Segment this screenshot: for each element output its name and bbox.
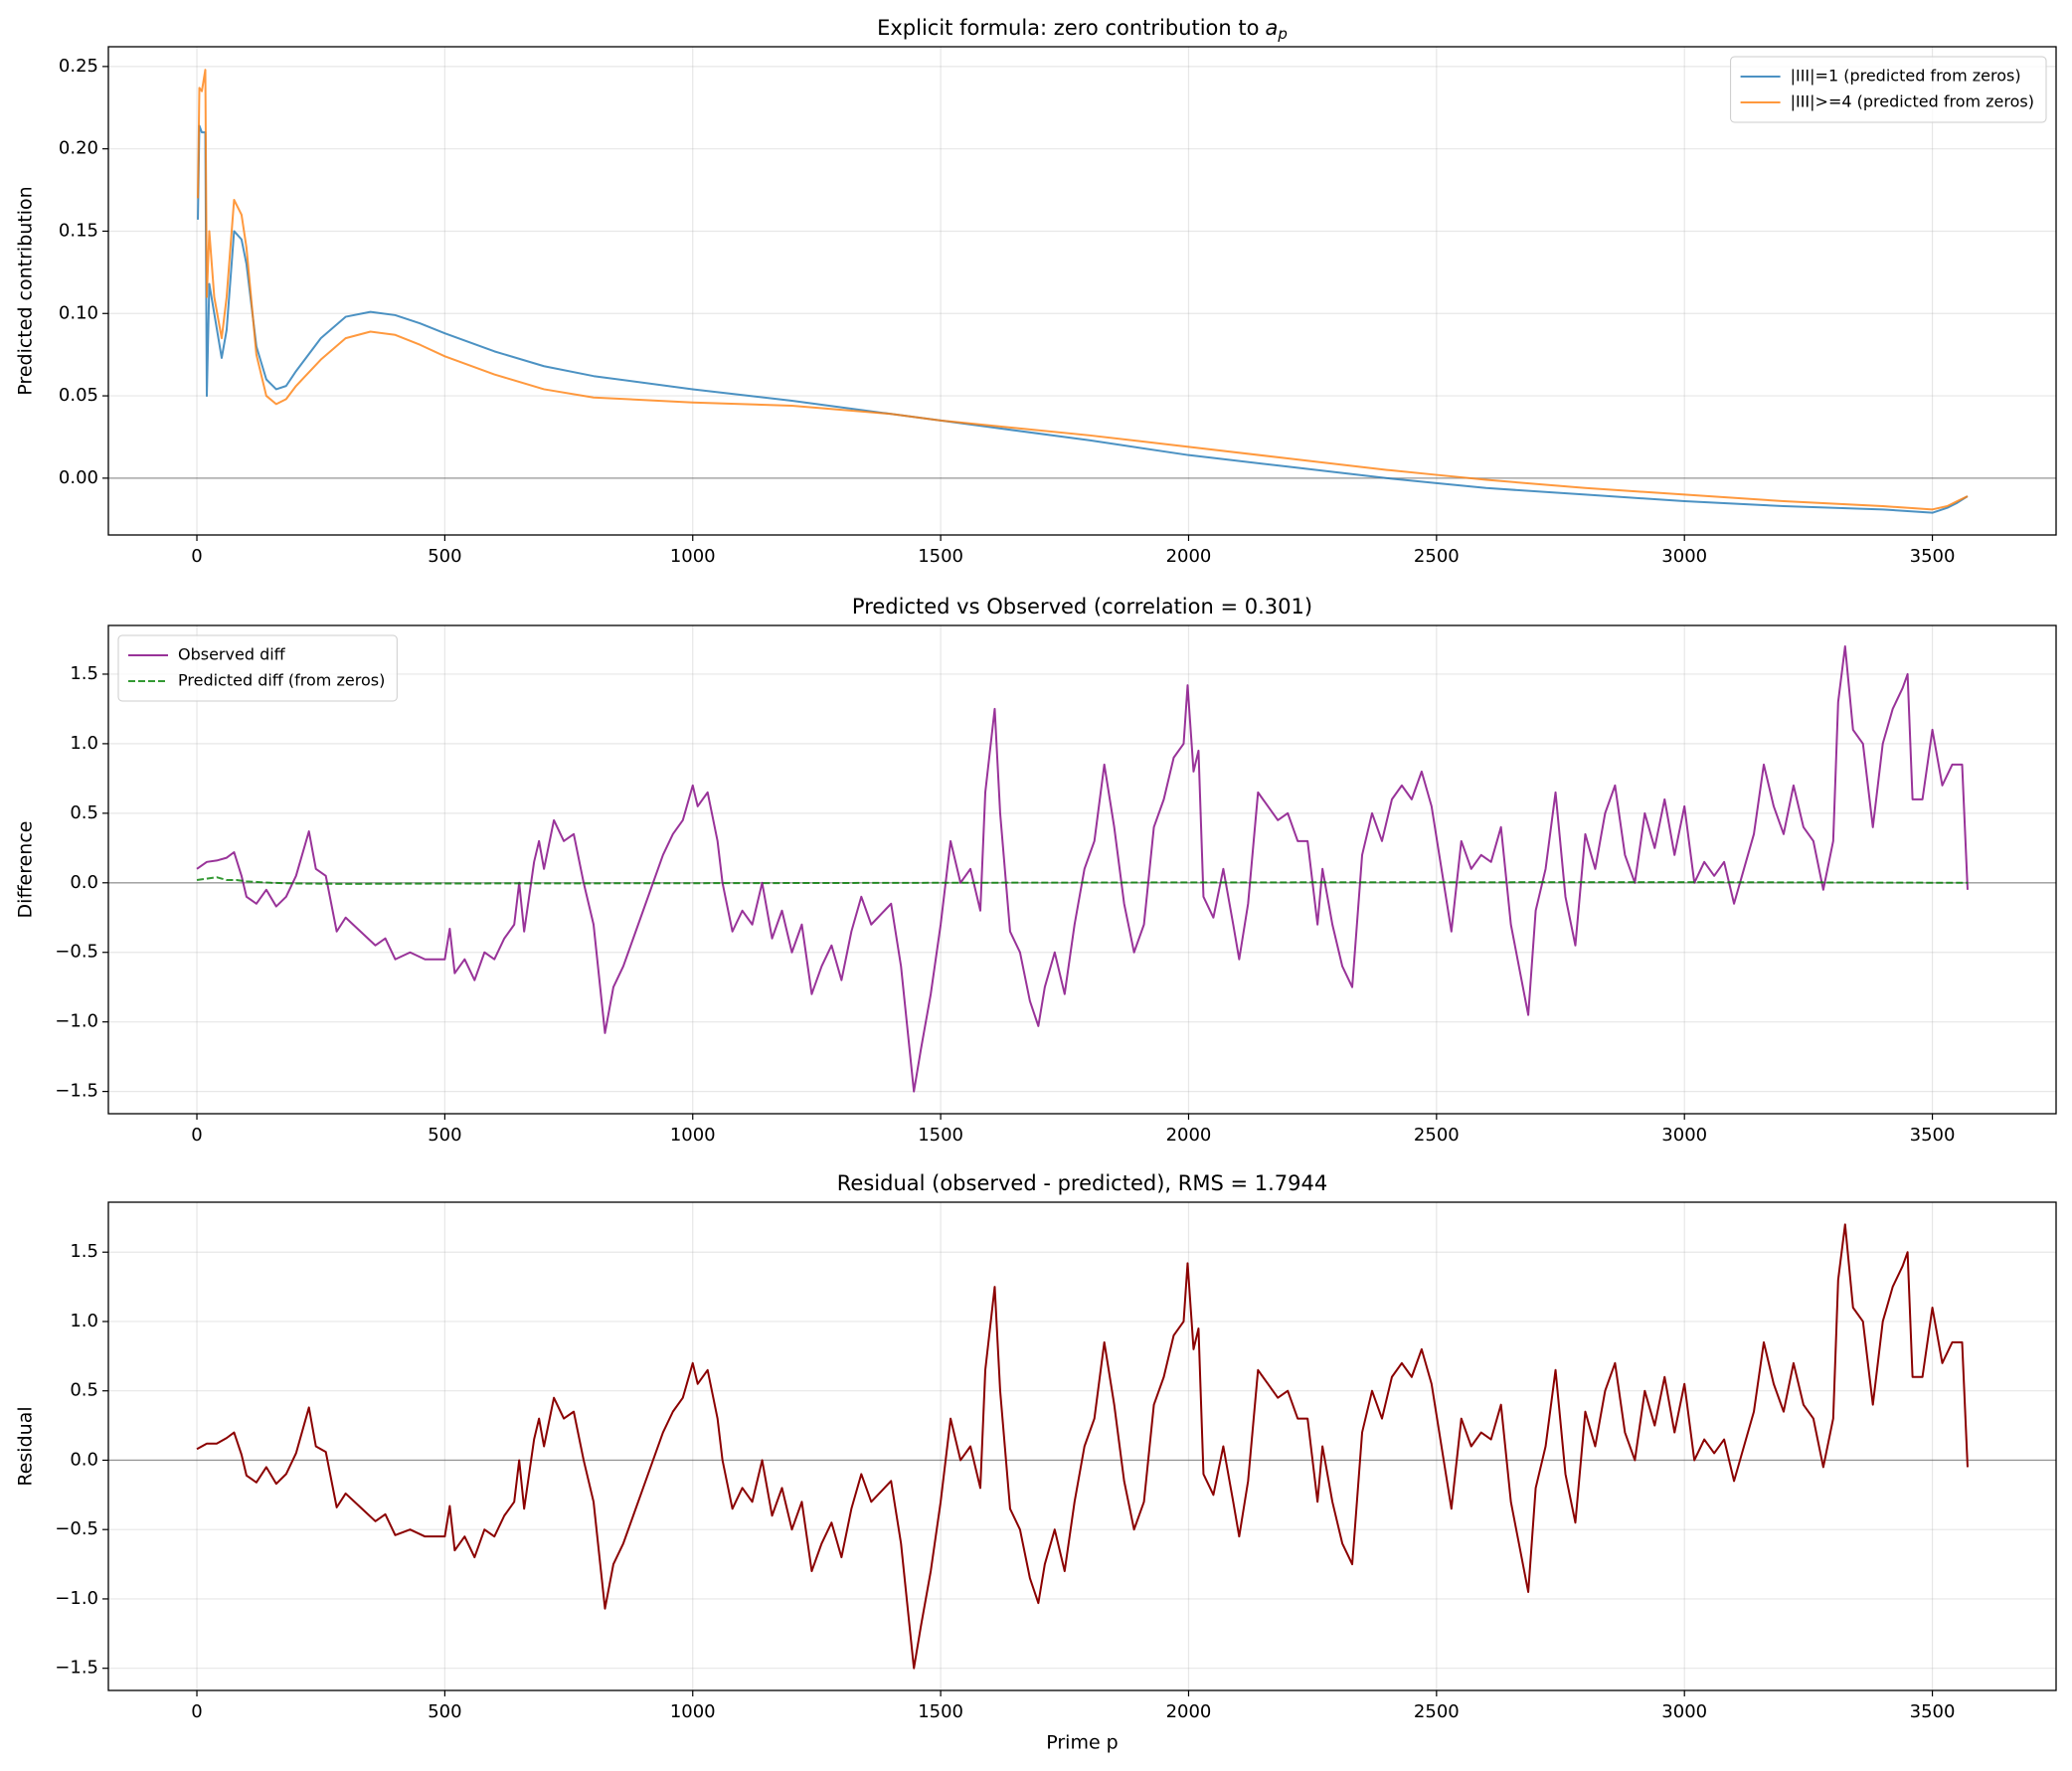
data-line bbox=[197, 69, 1969, 511]
data-line bbox=[196, 644, 1969, 1093]
x-tick-label: 1000 bbox=[670, 546, 716, 567]
y-tick-label: 0.0 bbox=[70, 1449, 98, 1470]
chart-title: Explicit formula: zero contribution to ap bbox=[877, 16, 1288, 43]
x-tick-label: 2500 bbox=[1414, 1125, 1460, 1146]
chart-title: Residual (observed - predicted), RMS = 1… bbox=[837, 1171, 1327, 1195]
x-tick-label: 3000 bbox=[1661, 1125, 1707, 1146]
y-tick-label: 0.25 bbox=[59, 56, 98, 77]
y-axis-label: Difference bbox=[15, 821, 37, 919]
x-tick-label: 1000 bbox=[670, 1701, 716, 1722]
x-tick-label: 3500 bbox=[1910, 1125, 1956, 1146]
y-tick-label: −1.5 bbox=[55, 1081, 98, 1102]
title-text: Predicted vs Observed (correlation = 0.3… bbox=[852, 595, 1312, 619]
x-tick-label: 2500 bbox=[1414, 546, 1460, 567]
x-tick-label: 1500 bbox=[918, 1125, 963, 1146]
legend-label: |III|>=4 (predicted from zeros) bbox=[1791, 92, 2034, 111]
x-axis-label: Prime p bbox=[1046, 1732, 1119, 1754]
y-tick-label: 1.5 bbox=[70, 663, 98, 684]
x-tick-label: 1000 bbox=[670, 1125, 716, 1146]
axes-frame bbox=[107, 624, 2057, 1115]
x-tick-label: 1500 bbox=[918, 546, 963, 567]
chart-title: Predicted vs Observed (correlation = 0.3… bbox=[852, 595, 1312, 619]
y-tick-label: 1.5 bbox=[70, 1241, 98, 1262]
y-axis-label: Residual bbox=[15, 1406, 37, 1486]
title-math: a bbox=[1265, 16, 1278, 40]
y-tick-label: 0.10 bbox=[59, 302, 98, 323]
legend-label: Observed diff bbox=[178, 645, 286, 664]
axes-frame bbox=[107, 1201, 2057, 1691]
data-line bbox=[196, 876, 1968, 885]
y-axis-label: Predicted contribution bbox=[15, 186, 37, 395]
y-tick-label: 0.5 bbox=[70, 802, 98, 823]
y-tick-label: −1.0 bbox=[55, 1588, 98, 1609]
legend-box bbox=[117, 634, 398, 702]
legend-label: |III|=1 (predicted from zeros) bbox=[1791, 67, 2021, 86]
legend: Observed diff Predicted diff (from zeros) bbox=[117, 634, 398, 702]
data-line bbox=[197, 124, 1969, 514]
x-tick-label: 3000 bbox=[1661, 1701, 1707, 1722]
y-tick-label: −0.5 bbox=[55, 1518, 98, 1539]
x-tick-label: 2000 bbox=[1166, 1701, 1212, 1722]
x-tick-label: 1500 bbox=[918, 1701, 963, 1722]
legend: |III|=1 (predicted from zeros) |III|>=4 (… bbox=[1730, 56, 2047, 123]
axes-frame bbox=[107, 46, 2057, 536]
title-math-sub: p bbox=[1277, 25, 1288, 43]
title-text: Residual (observed - predicted), RMS = 1… bbox=[837, 1171, 1327, 1195]
y-tick-label: 0.05 bbox=[59, 385, 98, 406]
x-tick-label: 2000 bbox=[1166, 1125, 1212, 1146]
x-tick-label: 500 bbox=[428, 1125, 461, 1146]
y-tick-label: 0.20 bbox=[59, 138, 98, 159]
x-tick-label: 500 bbox=[428, 546, 461, 567]
title-text: Explicit formula: zero contribution to bbox=[877, 16, 1259, 40]
legend-label: Predicted diff (from zeros) bbox=[178, 671, 385, 690]
x-tick-label: 2500 bbox=[1414, 1701, 1460, 1722]
y-tick-label: 0.5 bbox=[70, 1380, 98, 1401]
x-tick-label: 0 bbox=[191, 1701, 202, 1722]
x-tick-label: 500 bbox=[428, 1701, 461, 1722]
x-tick-label: 2000 bbox=[1166, 546, 1212, 567]
y-tick-label: −0.5 bbox=[55, 942, 98, 963]
y-tick-label: 1.0 bbox=[70, 1311, 98, 1331]
legend-box bbox=[1730, 56, 2047, 123]
y-tick-label: 0.15 bbox=[59, 220, 98, 241]
x-tick-label: 3500 bbox=[1910, 546, 1956, 567]
x-tick-label: 3500 bbox=[1910, 1701, 1956, 1722]
data-line bbox=[196, 1223, 1969, 1670]
x-tick-label: 0 bbox=[191, 1125, 202, 1146]
y-tick-label: 0.0 bbox=[70, 872, 98, 893]
x-tick-label: 0 bbox=[191, 546, 202, 567]
y-tick-label: 1.0 bbox=[70, 733, 98, 754]
y-tick-label: −1.0 bbox=[55, 1011, 98, 1032]
y-tick-label: 0.00 bbox=[59, 467, 98, 488]
y-tick-label: −1.5 bbox=[55, 1658, 98, 1679]
x-tick-label: 3000 bbox=[1661, 546, 1707, 567]
